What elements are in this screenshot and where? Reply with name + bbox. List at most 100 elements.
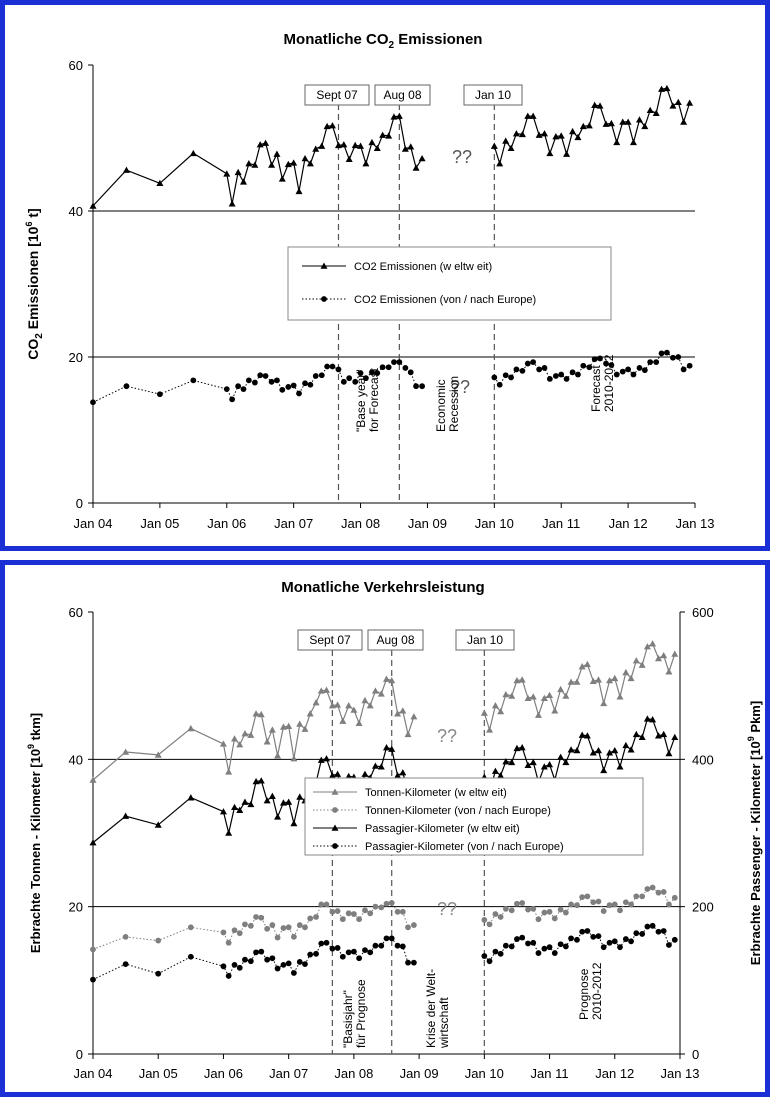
- legend-item: CO2 Emissionen (von / nach Europe): [354, 294, 536, 306]
- x-tick-label: Jan 12: [609, 516, 648, 531]
- data-point-co2-1: [641, 122, 649, 130]
- data-point-co2-2: [262, 373, 269, 379]
- data-point-traffic-6: [247, 958, 254, 965]
- x-tick-label: Jan 07: [269, 1066, 308, 1081]
- data-point-co2-2: [285, 384, 292, 390]
- data-point-traffic-0: [371, 687, 379, 694]
- x-tick-label: Jan 04: [73, 1066, 112, 1081]
- data-point-traffic-6: [302, 961, 308, 968]
- y-axis-label-part: Emissionen [10: [25, 226, 41, 333]
- annotation-line: für Prognose: [354, 979, 368, 1048]
- data-point-traffic-7: [486, 958, 493, 965]
- data-point-traffic-2: [334, 908, 341, 914]
- series-line-co2-0: [92, 115, 423, 207]
- data-point-traffic-0: [154, 751, 162, 758]
- data-point-co2-3: [530, 359, 537, 366]
- data-point-traffic-6: [313, 950, 319, 957]
- data-point-traffic-3: [606, 902, 613, 909]
- data-point-co2-3: [680, 366, 687, 373]
- data-point-traffic-0: [334, 701, 342, 708]
- data-point-traffic-4: [334, 770, 342, 777]
- data-point-traffic-1: [665, 668, 673, 675]
- x-tick-label: Jan 09: [408, 516, 447, 531]
- data-point-traffic-6: [318, 940, 325, 947]
- data-point-traffic-5: [665, 749, 673, 757]
- data-point-co2-1: [607, 119, 615, 127]
- data-point-traffic-2: [155, 937, 162, 944]
- data-point-traffic-3: [644, 886, 651, 892]
- data-point-co2-2: [90, 399, 96, 406]
- data-point-traffic-7: [519, 934, 526, 941]
- data-point-co2-1: [574, 133, 582, 141]
- data-point-co2-2: [419, 383, 425, 390]
- data-point-traffic-6: [187, 953, 194, 960]
- data-point-traffic-7: [600, 944, 607, 951]
- data-point-traffic-1: [513, 677, 521, 684]
- data-point-traffic-4: [296, 793, 304, 800]
- data-point-traffic-4: [89, 839, 97, 846]
- data-point-traffic-0: [404, 730, 412, 738]
- data-point-co2-0: [273, 150, 281, 157]
- y-tick-label-left: 20: [69, 900, 83, 915]
- data-point-traffic-2: [323, 901, 330, 908]
- data-point-traffic-7: [660, 928, 667, 934]
- series-line-co2-1: [493, 87, 691, 166]
- data-point-traffic-3: [514, 900, 520, 907]
- data-point-co2-3: [608, 362, 615, 368]
- question-mark-label: ??: [437, 899, 457, 919]
- data-point-co2-3: [558, 371, 565, 378]
- data-point-traffic-6: [236, 964, 243, 971]
- data-point-traffic-7: [481, 953, 488, 959]
- data-point-traffic-1: [480, 709, 488, 716]
- data-point-traffic-5: [491, 767, 499, 774]
- data-point-co2-2: [346, 375, 353, 382]
- legend-box: [287, 246, 612, 321]
- data-point-co2-2: [369, 369, 375, 376]
- series-line-traffic-0: [92, 678, 415, 781]
- data-point-traffic-0: [257, 710, 265, 718]
- data-point-co2-3: [586, 364, 593, 371]
- data-point-traffic-3: [486, 921, 493, 928]
- data-point-co2-3: [636, 365, 643, 371]
- data-point-traffic-4: [290, 819, 298, 827]
- data-point-traffic-0: [355, 719, 363, 727]
- legend-item: Passagier-Kilometer (von / nach Europe): [365, 841, 564, 853]
- data-point-traffic-2: [274, 934, 281, 941]
- chart-title-rest: Emissionen: [394, 31, 482, 48]
- data-point-traffic-6: [274, 965, 281, 972]
- x-tick-label: Jan 04: [73, 516, 112, 531]
- data-point-co2-2: [307, 381, 314, 388]
- data-point-traffic-1: [594, 676, 602, 683]
- data-point-traffic-1: [660, 651, 668, 659]
- data-point-traffic-4: [231, 803, 239, 811]
- data-point-traffic-5: [583, 732, 591, 739]
- data-point-traffic-3: [617, 907, 623, 914]
- data-point-traffic-0: [317, 687, 325, 694]
- rotated-annotation: Economic Recession: [434, 376, 461, 432]
- annotation-line: "Base year": [354, 369, 368, 432]
- y-tick-label: 0: [76, 496, 83, 511]
- data-point-co2-0: [318, 142, 326, 149]
- x-tick-label: Jan 05: [140, 516, 179, 531]
- data-point-co2-1: [624, 118, 632, 125]
- data-point-traffic-3: [497, 914, 504, 920]
- data-point-traffic-6: [339, 953, 346, 960]
- data-point-co2-2: [312, 373, 319, 379]
- data-point-co2-2: [229, 396, 236, 403]
- data-point-co2-0: [362, 160, 370, 167]
- data-point-traffic-5: [627, 746, 635, 753]
- data-point-traffic-6: [225, 973, 232, 979]
- data-point-co2-1: [541, 130, 548, 137]
- data-point-traffic-7: [639, 931, 646, 937]
- data-point-traffic-6: [323, 939, 330, 946]
- data-point-co2-0: [368, 138, 376, 146]
- data-point-traffic-6: [122, 961, 129, 968]
- data-point-co2-3: [524, 360, 531, 367]
- data-point-co2-2: [302, 380, 308, 387]
- data-point-traffic-6: [296, 959, 303, 965]
- data-point-traffic-3: [671, 894, 678, 901]
- x-tick-label: Jan 06: [204, 1066, 243, 1081]
- data-point-traffic-1: [627, 674, 635, 682]
- question-mark-label: ??: [450, 377, 470, 397]
